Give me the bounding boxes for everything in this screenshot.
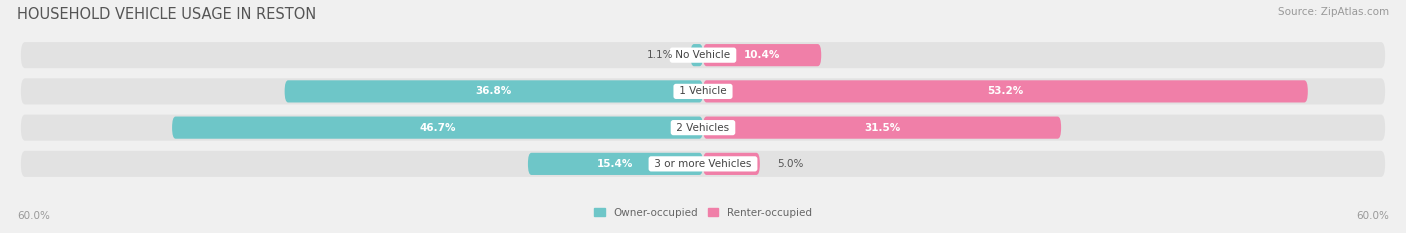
Text: No Vehicle: No Vehicle	[672, 50, 734, 60]
Text: HOUSEHOLD VEHICLE USAGE IN RESTON: HOUSEHOLD VEHICLE USAGE IN RESTON	[17, 7, 316, 22]
FancyBboxPatch shape	[703, 153, 759, 175]
Legend: Owner-occupied, Renter-occupied: Owner-occupied, Renter-occupied	[591, 203, 815, 222]
FancyBboxPatch shape	[21, 42, 1385, 68]
Text: Source: ZipAtlas.com: Source: ZipAtlas.com	[1278, 7, 1389, 17]
Text: 5.0%: 5.0%	[778, 159, 803, 169]
Text: 1.1%: 1.1%	[647, 50, 673, 60]
FancyBboxPatch shape	[172, 116, 703, 139]
Text: 60.0%: 60.0%	[1357, 211, 1389, 221]
Text: 60.0%: 60.0%	[17, 211, 49, 221]
Text: 10.4%: 10.4%	[744, 50, 780, 60]
FancyBboxPatch shape	[21, 151, 1385, 177]
Text: 15.4%: 15.4%	[598, 159, 634, 169]
FancyBboxPatch shape	[527, 153, 703, 175]
Text: 3 or more Vehicles: 3 or more Vehicles	[651, 159, 755, 169]
FancyBboxPatch shape	[703, 116, 1062, 139]
Text: 2 Vehicles: 2 Vehicles	[673, 123, 733, 133]
FancyBboxPatch shape	[284, 80, 703, 103]
Text: 31.5%: 31.5%	[863, 123, 900, 133]
FancyBboxPatch shape	[21, 78, 1385, 104]
Text: 46.7%: 46.7%	[419, 123, 456, 133]
Text: 53.2%: 53.2%	[987, 86, 1024, 96]
Text: 36.8%: 36.8%	[475, 86, 512, 96]
FancyBboxPatch shape	[690, 44, 703, 66]
FancyBboxPatch shape	[703, 44, 821, 66]
FancyBboxPatch shape	[703, 80, 1308, 103]
Text: 1 Vehicle: 1 Vehicle	[676, 86, 730, 96]
FancyBboxPatch shape	[21, 115, 1385, 141]
